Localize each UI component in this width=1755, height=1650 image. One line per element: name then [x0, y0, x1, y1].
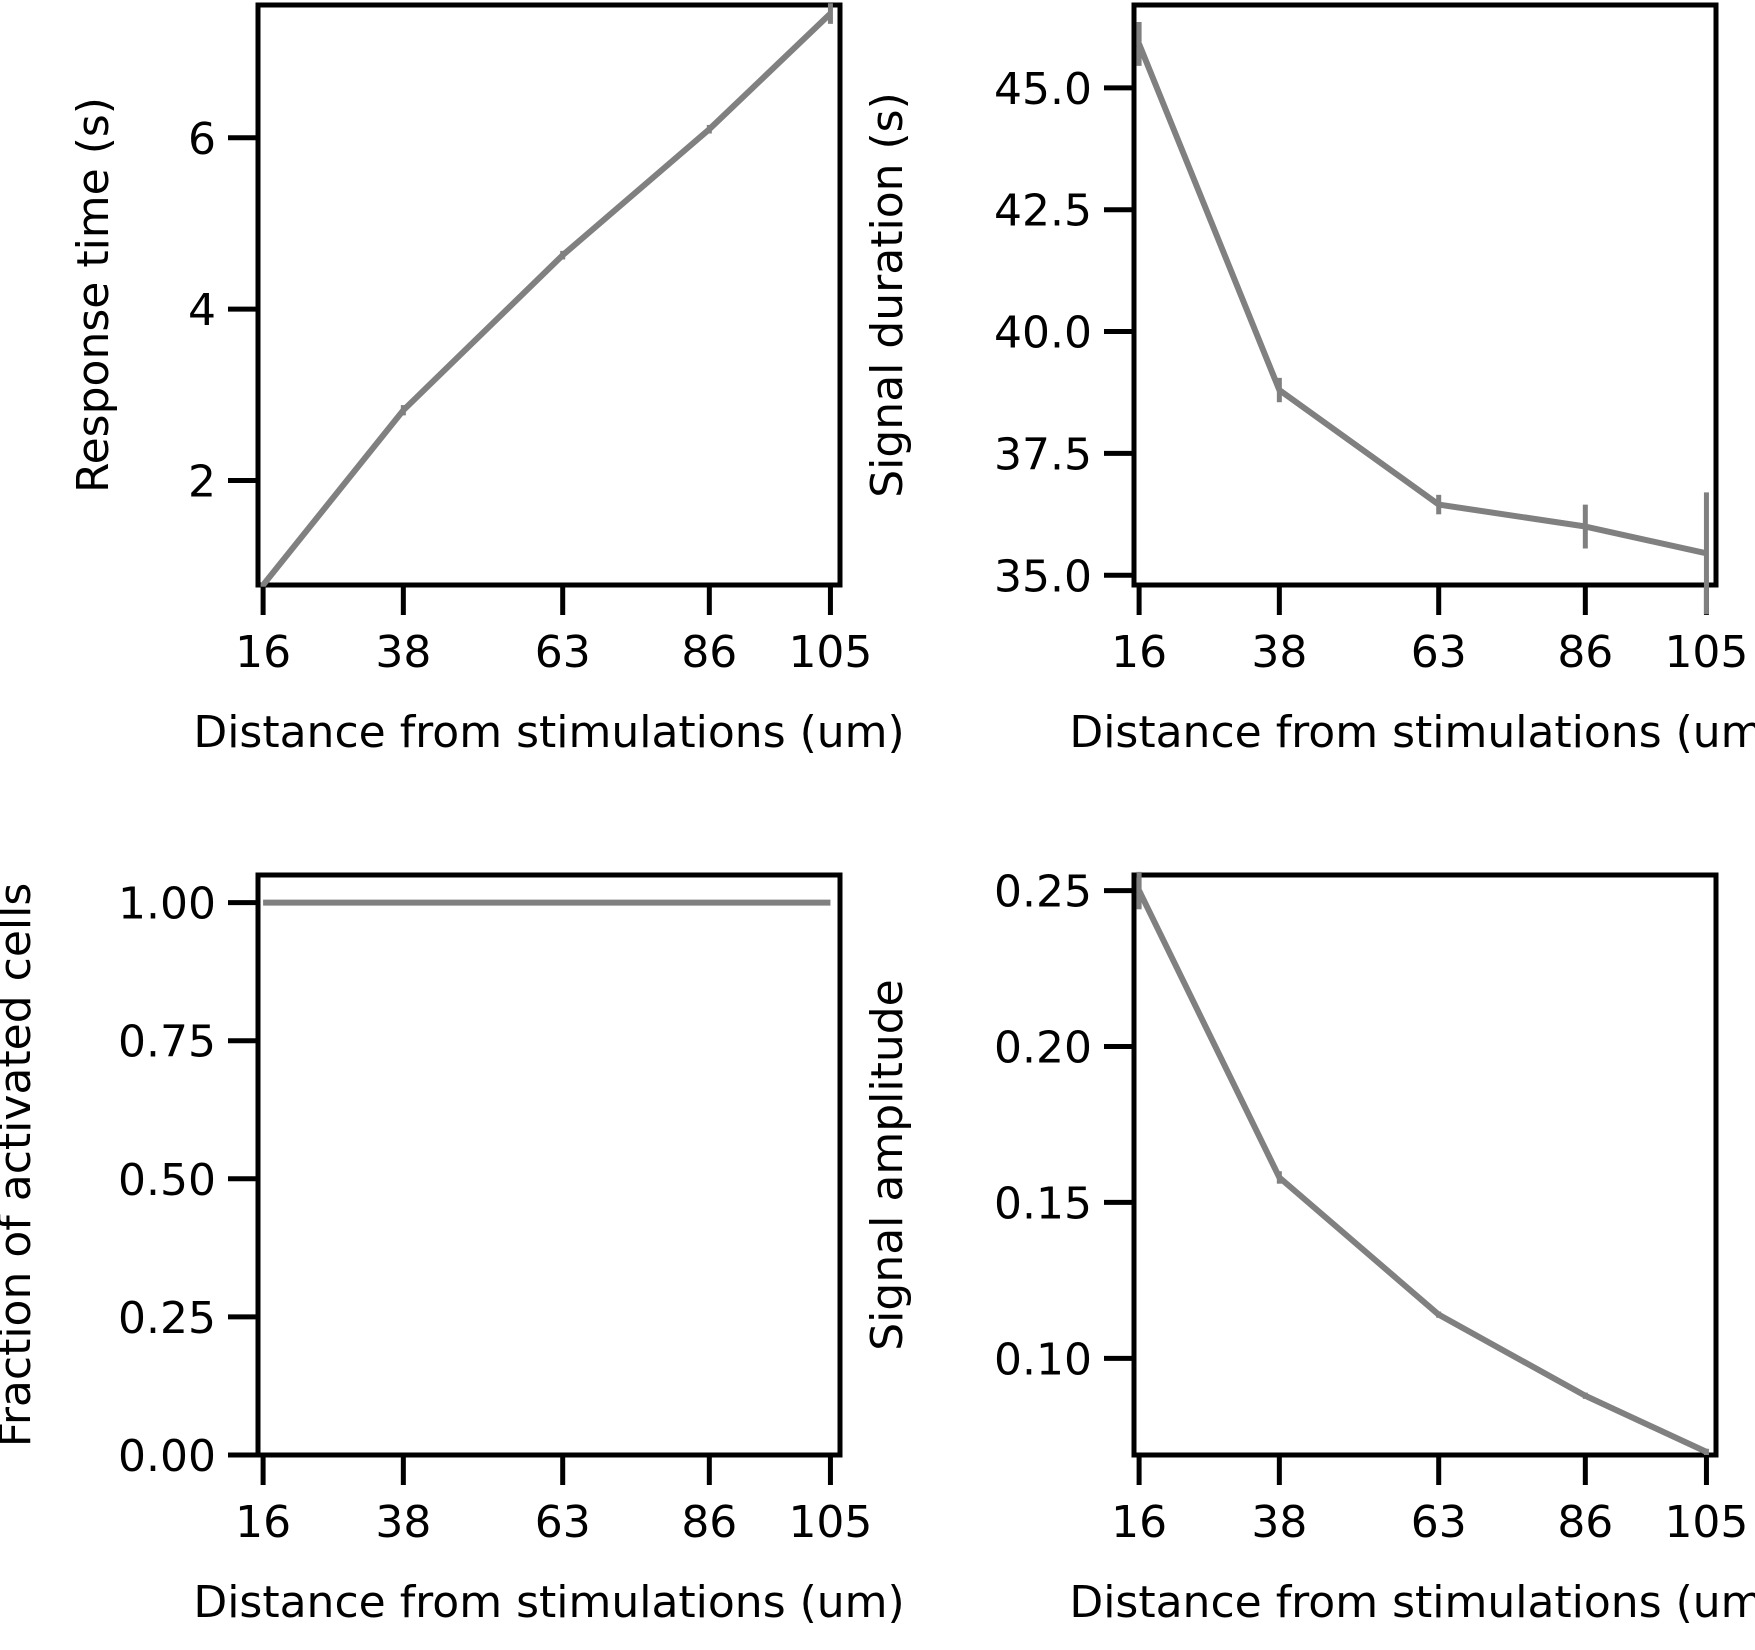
y-axis-label: Response time (s) [68, 97, 119, 493]
y-tick-label: 6 [188, 114, 216, 165]
x-tick-label: 38 [375, 1497, 431, 1548]
x-axis-label: Distance from stimulations (um) [1069, 707, 1755, 758]
chart-panel-signal-amplitude: 16 38 63 86 105 0.10 0.15 0.20 0.25 Distance from… [862, 867, 1755, 1628]
x-tick-label: 63 [1411, 627, 1467, 678]
x-tick-label: 63 [535, 1497, 591, 1548]
y-tick-label: 37.5 [994, 429, 1092, 480]
x-tick-label: 86 [681, 627, 737, 678]
plot-frame [255, 2, 843, 588]
y-tick-label: 0.20 [994, 1023, 1092, 1074]
x-tick-label: 86 [681, 1497, 737, 1548]
y-tick-label: 4 [188, 285, 216, 336]
y-axis-label: Fraction of activated cells [0, 883, 41, 1448]
x-tick-label: 63 [535, 627, 591, 678]
x-tick-label: 63 [1411, 1497, 1467, 1548]
x-tick-label: 16 [1111, 627, 1167, 678]
x-tick-label: 86 [1557, 1497, 1613, 1548]
series-line [260, 11, 833, 587]
y-tick-label: 45.0 [994, 64, 1092, 115]
x-axis-label: Distance from stimulations (um) [193, 1577, 904, 1628]
x-tick-label: 105 [1664, 627, 1748, 678]
y-tick-label: 0.25 [994, 867, 1092, 918]
x-tick-label: 38 [1251, 1497, 1307, 1548]
y-tick-label: 1.00 [118, 879, 216, 930]
chart-panel-response-time: 16 38 63 86 105 2 4 6 Distance from stimulations… [68, 2, 905, 758]
y-tick-label: 0.10 [994, 1334, 1092, 1385]
x-tick-label: 16 [1111, 1497, 1167, 1548]
y-tick-label: 0.75 [118, 1017, 216, 1068]
plot-frame [255, 872, 843, 1458]
y-tick-label: 0.00 [118, 1431, 216, 1482]
y-tick-label: 42.5 [994, 186, 1092, 237]
y-tick-label: 40.0 [994, 308, 1092, 359]
plot-frame [1131, 872, 1719, 1458]
x-axis-label: Distance from stimulations (um) [1069, 1577, 1755, 1628]
x-tick-label: 105 [788, 1497, 872, 1548]
y-tick-label: 35.0 [994, 551, 1092, 602]
x-tick-label: 38 [375, 627, 431, 678]
chart-panel-fraction-activated: 16 38 63 86 105 0.00 0.25 0.50 0.75 1.00 Distance … [0, 872, 905, 1628]
x-tick-label: 16 [235, 1497, 291, 1548]
chart-panel-signal-duration: 16 38 63 86 105 35.0 37.5 40.0 42.5 45.0 Distance … [862, 2, 1755, 758]
x-tick-label: 105 [1664, 1497, 1748, 1548]
y-axis-label: Signal amplitude [862, 979, 913, 1351]
x-tick-label: 86 [1557, 627, 1613, 678]
y-tick-label: 0.50 [118, 1155, 216, 1206]
y-tick-label: 0.15 [994, 1178, 1092, 1229]
x-axis-label: Distance from stimulations (um) [193, 707, 904, 758]
plot-frame [1131, 2, 1719, 588]
series-line [1136, 889, 1708, 1455]
y-tick-label: 0.25 [118, 1293, 216, 1344]
x-tick-label: 105 [788, 627, 872, 678]
x-tick-label: 38 [1251, 627, 1307, 678]
series-line [1136, 42, 1708, 557]
y-axis-label: Signal duration (s) [862, 92, 913, 498]
x-tick-label: 16 [235, 627, 291, 678]
y-tick-label: 2 [188, 456, 216, 507]
